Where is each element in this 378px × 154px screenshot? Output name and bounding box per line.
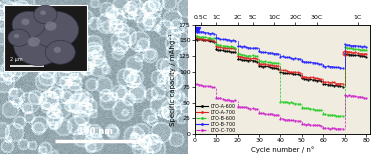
Circle shape xyxy=(45,21,56,31)
Text: 100 nm: 100 nm xyxy=(77,127,113,136)
Circle shape xyxy=(28,37,40,47)
Y-axis label: Specific capacity / mAhg⁻¹: Specific capacity / mAhg⁻¹ xyxy=(169,33,176,126)
X-axis label: Cycle number / n°: Cycle number / n° xyxy=(251,146,314,153)
Circle shape xyxy=(14,34,19,38)
Circle shape xyxy=(8,29,29,46)
Circle shape xyxy=(40,10,46,15)
Circle shape xyxy=(12,11,45,38)
Circle shape xyxy=(14,26,64,66)
Circle shape xyxy=(54,47,61,53)
Circle shape xyxy=(45,40,75,64)
Legend: LTO-A-600, LTO-A-700, LTO-B-600, LTO-B-700, LTO-C-700: LTO-A-600, LTO-A-700, LTO-B-600, LTO-B-7… xyxy=(196,104,235,133)
Circle shape xyxy=(21,18,29,25)
Circle shape xyxy=(34,5,57,24)
Text: 2 μm: 2 μm xyxy=(11,57,23,62)
Circle shape xyxy=(32,11,79,48)
